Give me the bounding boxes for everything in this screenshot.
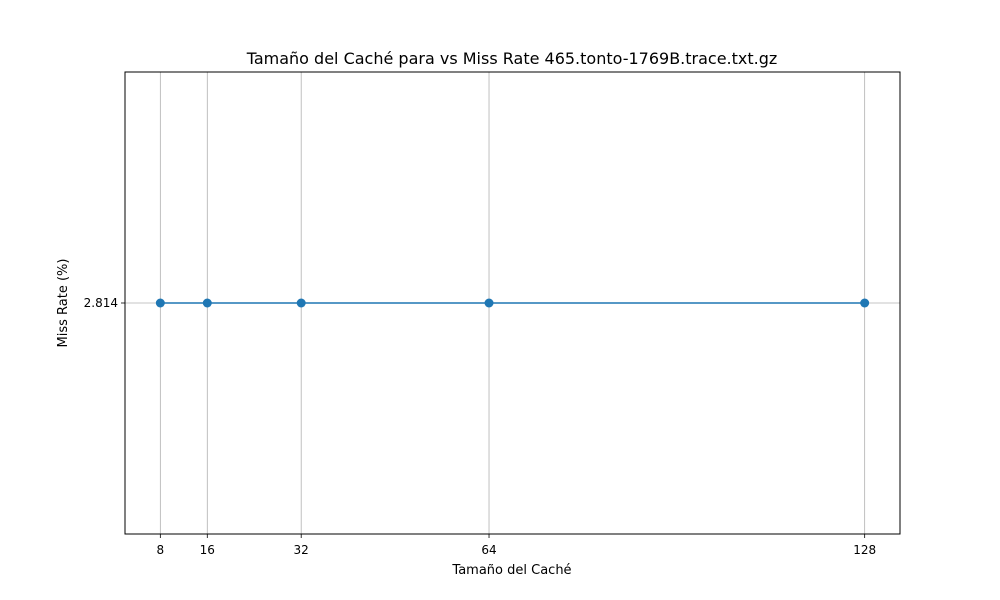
y-axis-label: Miss Rate (%) (56, 259, 71, 348)
data-point (860, 298, 870, 308)
data-point (155, 298, 165, 308)
y-tick-label: 2.814 (84, 296, 118, 310)
x-axis-label: Tamaño del Caché (451, 563, 571, 578)
x-tick-label: 16 (200, 543, 215, 557)
series-layer (155, 298, 870, 308)
data-point (484, 298, 494, 308)
data-point (202, 298, 212, 308)
x-tick-label: 32 (294, 543, 309, 557)
y-axis: 2.814 (84, 296, 125, 310)
x-tick-label: 64 (481, 543, 496, 557)
chart-title: Tamaño del Caché para vs Miss Rate 465.t… (246, 49, 778, 68)
x-tick-label: 8 (157, 543, 165, 557)
x-axis: 8 16 32 64 128 (157, 534, 876, 557)
data-point (296, 298, 306, 308)
x-tick-label: 128 (853, 543, 876, 557)
